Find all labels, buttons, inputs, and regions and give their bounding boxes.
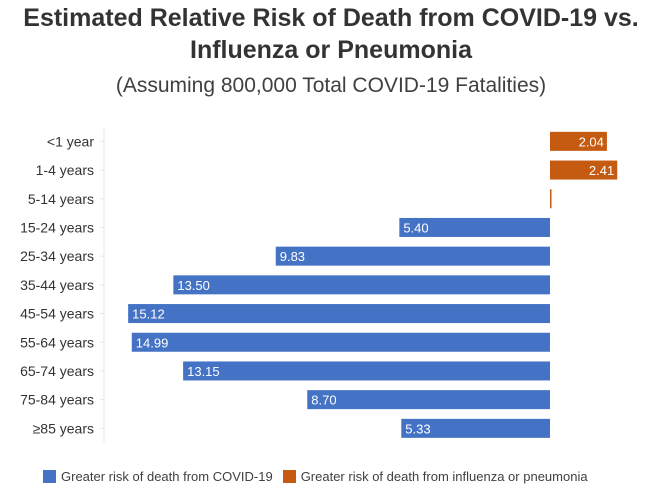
- data-label: 15.12: [132, 307, 165, 322]
- y-tick-label: 5-14 years: [28, 191, 94, 207]
- y-tick-label: 55-64 years: [20, 334, 94, 350]
- data-label: 5.40: [403, 220, 428, 235]
- data-label: 13.50: [177, 278, 210, 293]
- legend-label-covid: Greater risk of death from COVID-19: [61, 469, 273, 484]
- bar-covid: [307, 390, 550, 410]
- y-tick-label: ≥85 years: [33, 420, 94, 436]
- data-label: 8.70: [311, 393, 336, 408]
- legend-item-influenza: Greater risk of death from influenza or …: [282, 469, 588, 484]
- y-tick-label: 15-24 years: [20, 219, 94, 235]
- bar-covid: [401, 418, 550, 438]
- data-label: 2.04: [579, 134, 604, 149]
- chart-subtitle: (Assuming 800,000 Total COVID-19 Fatalit…: [115, 74, 547, 97]
- data-label: 2.41: [589, 163, 614, 178]
- legend-item-covid: Greater risk of death from COVID-19: [43, 469, 273, 484]
- chart-title-line-2: Influenza or Pneumonia: [190, 36, 472, 64]
- y-tick-label: 25-34 years: [20, 248, 94, 264]
- bar-influenza: [550, 189, 552, 209]
- data-label: 9.83: [280, 249, 305, 264]
- data-label: 14.99: [136, 335, 169, 350]
- bar-covid: [183, 361, 551, 381]
- y-tick-label: 35-44 years: [20, 277, 94, 293]
- legend-swatch-covid: [43, 470, 56, 483]
- y-tick-label: 45-54 years: [20, 306, 94, 322]
- y-tick-label: 1-4 years: [36, 162, 94, 178]
- y-tick-label: 65-74 years: [20, 363, 94, 379]
- chart-title-line-1: Estimated Relative Risk of Death from CO…: [23, 4, 639, 32]
- legend: Greater risk of death from COVID-19 Grea…: [43, 469, 598, 484]
- legend-swatch-influenza: [282, 470, 296, 483]
- bar-covid: [131, 332, 551, 352]
- bar-influenza: [550, 160, 618, 180]
- bar-covid: [275, 246, 550, 266]
- bar-covid: [173, 275, 550, 295]
- bar-influenza: [550, 131, 607, 151]
- y-tick-label: <1 year: [47, 133, 94, 149]
- legend-label-influenza: Greater risk of death from influenza or …: [300, 469, 588, 484]
- data-label: 13.15: [187, 364, 220, 379]
- data-label: 5.33: [405, 421, 430, 436]
- y-tick-label: 75-84 years: [20, 392, 94, 408]
- bar-covid: [128, 304, 551, 324]
- bar-covid: [399, 217, 550, 237]
